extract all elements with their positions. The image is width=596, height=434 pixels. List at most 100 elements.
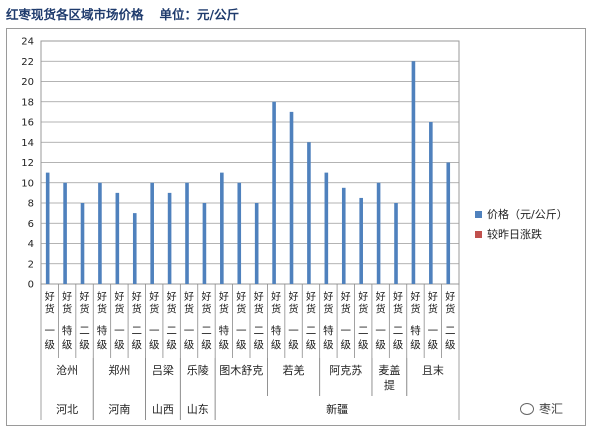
x-tick-label: 级 xyxy=(341,339,352,351)
x-tick-label-prefix: 好 xyxy=(62,291,72,303)
y-tick-label: 16 xyxy=(21,118,34,129)
wechat-icon xyxy=(520,402,534,415)
unit-text: 单位：元/公斤 xyxy=(159,7,240,22)
market-label: 且末 xyxy=(422,363,444,377)
x-tick-label-prefix: 好 xyxy=(149,291,159,303)
x-tick-label: 特 xyxy=(271,325,282,337)
x-tick-label-prefix: 货 xyxy=(254,303,264,316)
x-tick-label: 级 xyxy=(271,339,282,351)
x-tick-label-prefix: 好 xyxy=(114,291,124,303)
bar-price xyxy=(324,172,329,284)
bar-price xyxy=(115,192,120,284)
province-label: 山东 xyxy=(187,403,209,416)
chart-frame xyxy=(6,28,586,426)
x-tick-label-prefix: 好 xyxy=(271,291,281,303)
x-tick-label: 特 xyxy=(410,325,421,337)
y-tick-label: 8 xyxy=(28,199,34,210)
x-tick-label-prefix: 货 xyxy=(341,303,351,316)
x-tick-label: 特 xyxy=(97,325,108,337)
bar-price xyxy=(220,172,224,284)
market-label: 沧州 xyxy=(56,363,78,377)
x-tick-label-prefix: 好 xyxy=(97,291,107,303)
x-tick-label-prefix: 货 xyxy=(62,303,72,316)
x-tick-label-prefix: 货 xyxy=(167,303,177,316)
bar-price xyxy=(202,203,207,284)
x-tick-label: 一 xyxy=(184,325,195,337)
bar-price xyxy=(150,182,154,284)
watermark: 枣汇 xyxy=(520,400,563,417)
x-tick-label-prefix: 货 xyxy=(410,303,420,316)
y-tick-label: 0 xyxy=(28,280,34,291)
x-tick-label: 级 xyxy=(44,339,55,351)
x-tick-label: 一 xyxy=(288,325,299,337)
x-tick-label: 级 xyxy=(410,339,421,351)
x-tick-label-prefix: 好 xyxy=(428,291,438,303)
legend: 价格（元/公斤） 较昨日涨跌 xyxy=(475,204,568,244)
x-tick-label-prefix: 货 xyxy=(132,303,142,316)
x-tick-label-prefix: 好 xyxy=(289,291,299,303)
x-tick-label-prefix: 货 xyxy=(201,303,211,316)
x-tick-label-prefix: 好 xyxy=(80,291,90,303)
x-tick-label: 二 xyxy=(393,325,404,337)
legend-item-price: 价格（元/公斤） xyxy=(475,204,568,224)
bar-price xyxy=(237,182,242,284)
x-tick-label: 二 xyxy=(445,325,456,337)
x-tick-label-prefix: 好 xyxy=(132,291,142,303)
x-tick-label: 级 xyxy=(62,339,73,351)
bar-price xyxy=(132,213,137,284)
y-tick-label: 24 xyxy=(21,37,34,48)
x-tick-label: 特 xyxy=(323,325,334,337)
province-label: 河南 xyxy=(108,403,130,416)
x-tick-label-prefix: 好 xyxy=(306,291,316,303)
x-tick-label: 二 xyxy=(201,325,212,337)
y-tick-label: 12 xyxy=(21,158,34,169)
bar-price xyxy=(446,162,451,284)
y-tick-label: 4 xyxy=(28,239,34,250)
x-tick-label: 二 xyxy=(79,325,90,337)
x-tick-label-prefix: 货 xyxy=(445,303,455,316)
x-tick-label: 级 xyxy=(428,339,439,351)
y-tick-label: 2 xyxy=(28,259,34,270)
x-tick-label-prefix: 货 xyxy=(376,303,386,316)
x-tick-label: 二 xyxy=(358,325,369,337)
x-tick-label-prefix: 好 xyxy=(201,291,211,303)
x-tick-label-prefix: 货 xyxy=(219,303,229,316)
legend-swatch-change xyxy=(475,230,482,238)
y-tick-label: 22 xyxy=(21,57,34,68)
y-tick-label: 14 xyxy=(21,138,34,149)
province-label: 河北 xyxy=(56,403,78,416)
x-tick-label-prefix: 货 xyxy=(428,303,438,316)
bar-price xyxy=(185,182,189,284)
bar-price xyxy=(429,122,433,284)
x-tick-label-prefix: 好 xyxy=(393,291,403,303)
province-label: 新疆 xyxy=(326,402,348,416)
bar-price xyxy=(411,61,416,284)
x-tick-label-prefix: 好 xyxy=(445,291,455,303)
chart-title: 红枣现货各区域市场价格 单位：元/公斤 xyxy=(6,4,239,23)
x-tick-label-prefix: 货 xyxy=(358,303,368,316)
x-tick-label-prefix: 货 xyxy=(323,303,333,316)
x-tick-label-prefix: 货 xyxy=(184,303,194,316)
market-label: 图木舒克 xyxy=(219,363,263,377)
x-tick-label: 级 xyxy=(393,339,404,351)
x-tick-label: 级 xyxy=(288,339,299,351)
market-label: 若羌 xyxy=(283,364,305,377)
bar-price xyxy=(394,203,398,284)
x-tick-label: 级 xyxy=(184,339,195,351)
bar-price xyxy=(167,192,172,284)
x-tick-label: 级 xyxy=(201,339,212,351)
x-tick-label: 级 xyxy=(358,339,369,351)
market-label: 提 xyxy=(384,379,395,392)
x-tick-label-prefix: 货 xyxy=(236,303,246,316)
x-tick-label-prefix: 好 xyxy=(410,291,420,303)
x-tick-label-prefix: 货 xyxy=(45,303,55,316)
market-label: 吕梁 xyxy=(152,363,174,377)
bar-price xyxy=(341,187,346,284)
x-tick-label: 级 xyxy=(79,339,90,351)
x-tick-label-prefix: 好 xyxy=(376,291,386,303)
bar-price xyxy=(376,182,381,284)
x-tick-label-prefix: 好 xyxy=(45,291,55,303)
legend-item-change: 较昨日涨跌 xyxy=(475,224,568,244)
x-tick-label: 级 xyxy=(97,339,108,351)
